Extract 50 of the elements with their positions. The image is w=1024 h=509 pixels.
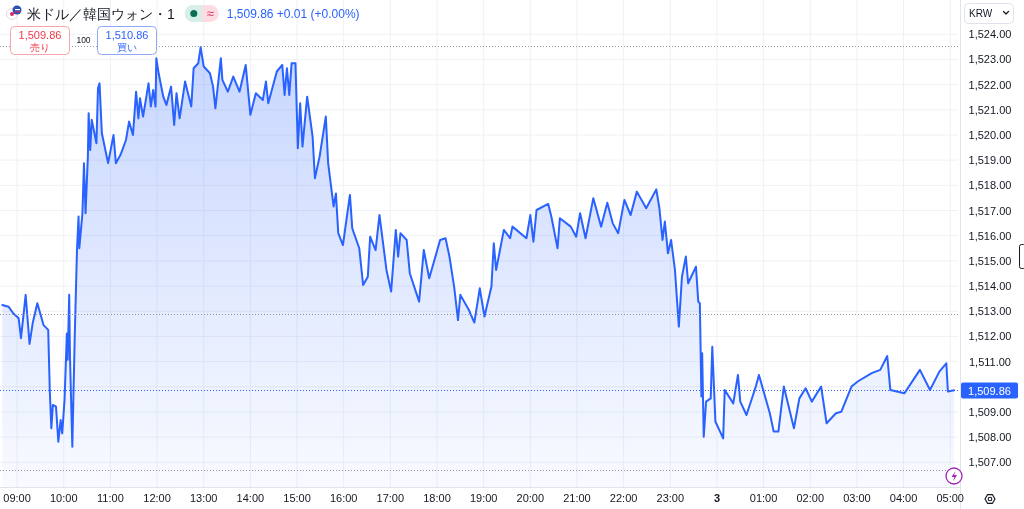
y-tick-label: 1,514.00 (968, 280, 1012, 293)
y-axis-title: KRW (969, 8, 993, 19)
y-tick-label: 1,522.00 (968, 78, 1012, 91)
x-tick-label: 13:00 (189, 492, 218, 504)
y-tick-label: 1,517.00 (968, 204, 1012, 217)
annotation: 買い (117, 42, 137, 53)
ref-line-label: 1,509.86 (968, 384, 1011, 397)
x-tick-label: 12:00 (143, 492, 171, 504)
annotation: 1,509.86 (18, 29, 62, 41)
x-tick-label: 10:00 (50, 492, 78, 504)
x-tick-label: 09:00 (3, 492, 31, 504)
x-tick-label: 15:00 (283, 492, 311, 504)
y-tick-label: 1,512.00 (968, 330, 1012, 343)
x-tick-label: 11:00 (97, 492, 124, 504)
x-tick-label: 14:00 (236, 492, 265, 504)
x-tick-label: 05:00 (936, 492, 964, 504)
x-tick-label: 3 (713, 492, 721, 504)
x-tick-label: 02:00 (796, 492, 825, 504)
y-tick-label: 1,524.00 (968, 28, 1012, 41)
unit-selector: KRW (964, 3, 1014, 24)
y-tick-label: 1,513.00 (968, 305, 1012, 318)
y-tick-label: 1,523.00 (968, 53, 1012, 66)
x-tick-label: 18:00 (423, 492, 451, 504)
x-tick-label: 03:00 (843, 492, 871, 504)
x-tick-label: 22:00 (609, 492, 638, 504)
annotation: 売り (30, 42, 50, 53)
annotation: 1,509.86 +0.01 (+0.00%) (226, 7, 360, 21)
x-tick-label: 20:00 (516, 492, 545, 504)
y-tick-label: 1,509.00 (968, 405, 1012, 418)
annotation: 100 (76, 35, 91, 45)
y-tick-label: 1,521.00 (968, 103, 1012, 116)
x-tick-label: 01:00 (749, 492, 778, 504)
annotation: ≈ (206, 6, 214, 21)
annotation: 1,510.86 (105, 29, 149, 41)
x-tick-label: 17:00 (376, 492, 405, 504)
y-tick-label: 1,508.00 (968, 431, 1012, 444)
x-tick-label: 16:00 (329, 492, 358, 504)
y-tick-label: 1,515.00 (968, 254, 1012, 267)
y-tick-label: 1,520.00 (968, 128, 1012, 141)
y-tick-label: 1,511.00 (968, 355, 1012, 368)
y-tick-label: 1,516.00 (968, 229, 1012, 242)
x-tick-label: 21:00 (563, 492, 591, 504)
y-tick-label: 1,519.00 (968, 154, 1012, 167)
x-tick-label: 04:00 (889, 492, 918, 504)
x-tick-label: 23:00 (656, 492, 685, 504)
chart-title: 米ドル／韓国ウォン・1 (27, 6, 175, 22)
price-tag: 1,509.86 (961, 382, 1018, 399)
x-tick-label: 19:00 (469, 492, 498, 504)
y-tick-label: 1,507.00 (968, 456, 1012, 469)
y-tick-label: 1,518.00 (968, 179, 1012, 192)
